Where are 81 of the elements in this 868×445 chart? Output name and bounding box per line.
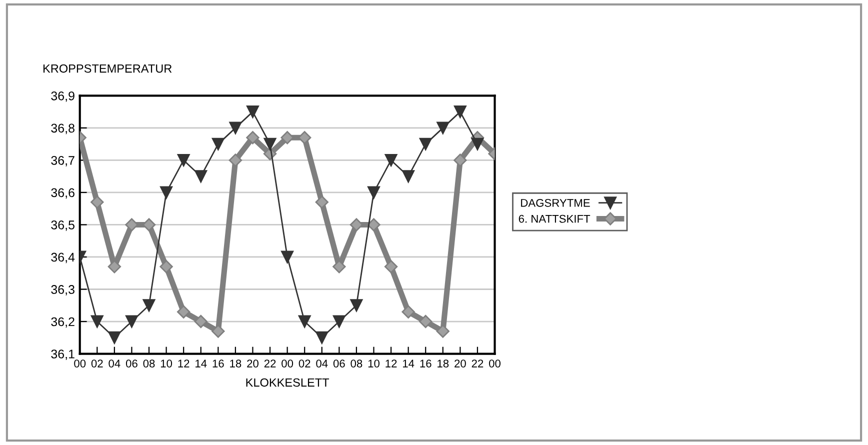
point bbox=[471, 138, 484, 150]
y-tick-label: 36,3 bbox=[51, 285, 74, 296]
x-axis-title: KLOKKESLETT bbox=[246, 378, 330, 387]
point bbox=[229, 122, 242, 134]
point bbox=[246, 106, 259, 118]
y-tick-label: 36,8 bbox=[51, 124, 74, 134]
point bbox=[90, 315, 104, 328]
point bbox=[108, 331, 121, 344]
x-tick-label: 20 bbox=[454, 360, 466, 368]
point bbox=[90, 196, 104, 209]
point bbox=[315, 196, 328, 209]
x-tick-label: 18 bbox=[230, 360, 242, 368]
point bbox=[384, 260, 398, 274]
point bbox=[280, 131, 294, 144]
point bbox=[454, 106, 466, 118]
x-tick-label: 14 bbox=[196, 360, 207, 368]
x-tick-label: 02 bbox=[91, 360, 103, 368]
point bbox=[402, 170, 415, 183]
x-tick-label: 06 bbox=[333, 360, 345, 368]
y-tick-label: 36,6 bbox=[51, 188, 74, 199]
x-tick-label: 06 bbox=[126, 360, 138, 368]
point bbox=[142, 299, 156, 312]
point bbox=[176, 305, 190, 318]
point bbox=[298, 315, 311, 328]
legend-label: 6. NATTSKIFT bbox=[518, 214, 590, 223]
point bbox=[332, 315, 346, 328]
point bbox=[264, 138, 276, 150]
x-tick-label: 04 bbox=[316, 360, 328, 368]
point bbox=[332, 260, 346, 274]
x-tick-label: 10 bbox=[160, 360, 172, 368]
point bbox=[350, 218, 364, 232]
point bbox=[454, 154, 467, 167]
point bbox=[316, 331, 328, 344]
point bbox=[419, 138, 432, 150]
point bbox=[160, 260, 173, 274]
point bbox=[108, 260, 122, 274]
point bbox=[228, 154, 242, 167]
point bbox=[142, 218, 156, 232]
x-tick-label: 00 bbox=[74, 360, 86, 368]
x-tick-label: 22 bbox=[264, 360, 276, 368]
x-tick-label: 12 bbox=[386, 360, 397, 368]
x-tick-label: 02 bbox=[298, 360, 310, 368]
x-tick-label: 00 bbox=[282, 360, 294, 368]
point bbox=[194, 314, 208, 328]
x-tick-label: 04 bbox=[108, 360, 120, 368]
legend-label: DAGSRYTME bbox=[521, 198, 590, 207]
point bbox=[350, 299, 363, 312]
point bbox=[281, 250, 294, 264]
x-tick-label: 22 bbox=[472, 360, 484, 368]
x-tick-label: 16 bbox=[212, 360, 224, 368]
point bbox=[212, 324, 225, 338]
x-tick-label: 08 bbox=[143, 360, 155, 368]
x-tick-label: 00 bbox=[489, 360, 501, 368]
x-tick-label: 20 bbox=[247, 360, 258, 368]
y-tick-label: 36,4 bbox=[51, 252, 75, 264]
point bbox=[367, 186, 380, 199]
y-tick-label: 36,5 bbox=[51, 220, 74, 231]
point bbox=[436, 324, 450, 338]
point bbox=[125, 315, 138, 328]
point bbox=[436, 122, 450, 134]
x-tick-label: 16 bbox=[420, 360, 432, 368]
point bbox=[177, 154, 190, 166]
y-tick-label: 36,7 bbox=[51, 156, 74, 166]
point bbox=[384, 154, 398, 166]
point bbox=[419, 314, 432, 328]
point bbox=[160, 186, 173, 199]
point bbox=[125, 218, 138, 232]
y-tick-label: 36,2 bbox=[51, 317, 74, 328]
point bbox=[298, 131, 312, 144]
x-tick-label: 18 bbox=[438, 360, 449, 368]
y-tick-label: 36,1 bbox=[51, 350, 74, 360]
x-tick-label: 14 bbox=[402, 360, 414, 368]
point bbox=[246, 131, 260, 144]
x-tick-label: 12 bbox=[178, 360, 190, 368]
y-tick-label: 36,9 bbox=[51, 91, 74, 102]
x-tick-label: 08 bbox=[350, 360, 362, 368]
y-axis-title: KROPPSTEMPERATUR bbox=[43, 64, 172, 73]
x-tick-label: 10 bbox=[368, 360, 380, 368]
point bbox=[194, 170, 208, 183]
point bbox=[212, 138, 224, 150]
point bbox=[402, 305, 415, 318]
